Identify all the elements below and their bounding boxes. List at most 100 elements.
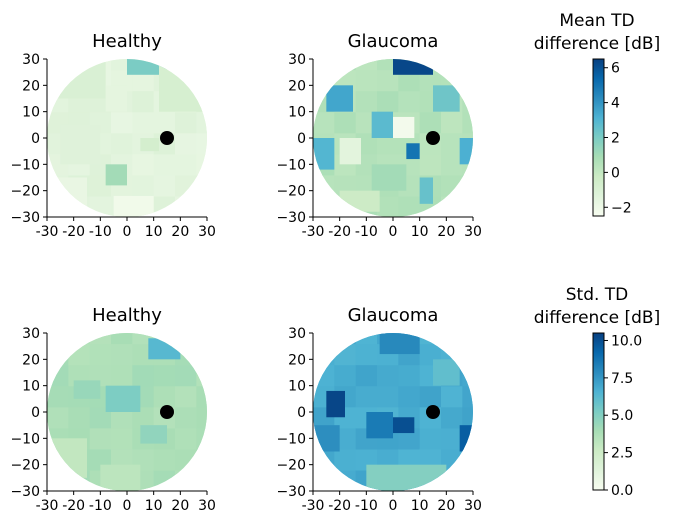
field-cell [462,343,473,366]
field-cell [68,59,91,71]
field-cell [462,90,473,113]
field-region [366,412,393,439]
y-tick-label: 20 [22,352,40,368]
field-cell [175,195,197,217]
colorbar-gradient [592,332,605,491]
y-tick-label: −30 [10,484,40,500]
field-region [47,438,87,478]
y-tick-label: −30 [276,484,306,500]
field-cell [196,153,207,176]
field-cell [153,385,176,408]
field-cell [132,153,155,176]
x-tick-label: 0 [123,498,132,514]
field-cell [196,195,207,217]
field-map [313,333,473,491]
field-cell [441,385,463,408]
y-tick-label: 30 [22,326,40,342]
field-cell [398,195,421,217]
x-tick-label: -20 [328,498,351,514]
field-cell [89,195,112,217]
y-tick-label: 20 [288,78,306,94]
field-cell [377,59,399,71]
colorbar-2: 0.0 2.5 5.0 7.5 10.0 Std. TD difference [dB] [534,285,660,499]
x-tick-label: -30 [36,224,59,240]
field-cell [462,69,473,92]
panel-title: Healthy [92,305,162,326]
field-region [393,417,415,434]
field-cell [441,59,463,71]
field-cell [175,448,197,471]
y-tick-label: 0 [297,405,306,421]
colorbar-tick-label: −2 [611,200,632,216]
field-cell [419,427,442,450]
field-cell [47,59,69,71]
field-region [371,111,393,138]
field-cell [175,469,197,491]
x-tick-label: 30 [198,498,216,514]
field-cell [462,174,473,197]
field-cell [462,469,473,491]
panel-title: Glaucoma [348,305,439,326]
field-cell [47,364,69,387]
y-tick-label: 10 [288,379,306,395]
field-cell [441,195,463,217]
field-cell [196,364,207,387]
field-cell [111,427,133,450]
colorbar-tick-label: 0 [611,165,620,181]
field-cell [355,385,378,408]
y-tick-label: −10 [10,431,40,447]
field-region [459,425,473,452]
field-cell [175,111,197,134]
field-region [159,64,207,112]
field-region [419,177,433,204]
fovea-marker [160,405,174,419]
x-tick-label: 10 [411,498,429,514]
field-cell [47,343,69,366]
field-cell [334,448,357,471]
x-tick-label: -20 [328,224,351,240]
y-tick-label: −30 [10,210,40,226]
colorbar-tick-label: 10.0 [611,333,642,349]
y-tick-label: 10 [22,379,40,395]
field-region [339,190,380,212]
field-cell [398,90,421,113]
y-tick-label: 10 [288,105,306,121]
field-cell [313,333,335,345]
field-cell [175,174,197,197]
x-tick-label: -10 [355,224,378,240]
colorbar-tick-label: 0.0 [611,483,633,499]
field-cell [377,364,399,387]
y-tick-label: 0 [31,405,40,421]
field-cell [441,333,463,345]
field-cell [175,364,197,387]
field-cell [334,343,357,366]
y-tick-label: −20 [10,184,40,200]
colorbar-tick-label: 6 [611,61,620,77]
field-cell [132,69,155,92]
y-tick-label: 20 [288,352,306,368]
field-cell [89,343,112,366]
field-cell [68,406,91,429]
field-cell [377,132,399,155]
field-cell [313,364,335,387]
field-region [371,164,407,191]
field-region [326,390,345,418]
field-cell [175,59,197,71]
field-cell [313,343,335,366]
field-cell [334,111,357,134]
x-tick-label: -10 [355,498,378,514]
colorbar-tick-label: 4 [611,96,620,112]
field-cell [89,406,112,429]
field-map [47,333,207,491]
y-tick-label: 0 [297,131,306,147]
field-cell [462,111,473,134]
field-region [313,138,335,170]
field-cell [132,174,155,197]
field-cell [441,111,463,134]
fovea-marker [426,405,440,419]
fovea-marker [426,131,440,145]
x-tick-label: 10 [145,224,163,240]
field-cell [196,427,207,450]
x-tick-label: -30 [302,224,325,240]
